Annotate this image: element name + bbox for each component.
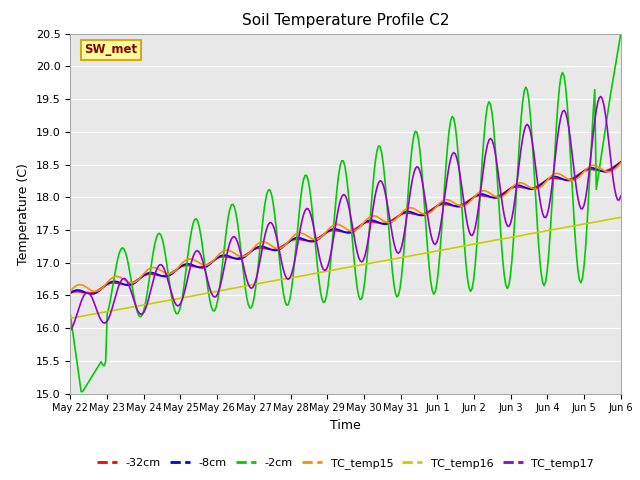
- TC_temp16: [617, 215, 625, 220]
- -2cm: [77, 389, 85, 395]
- TC_temp16: [134, 303, 141, 309]
- Y-axis label: Temperature (C): Temperature (C): [17, 163, 30, 264]
- TC_temp17: [134, 308, 141, 314]
- TC_temp15: [232, 252, 240, 257]
- -32cm: [67, 290, 74, 296]
- TC_temp16: [307, 271, 315, 277]
- -2cm: [588, 136, 595, 142]
- -8cm: [88, 291, 96, 297]
- -32cm: [85, 290, 93, 296]
- TC_temp17: [307, 213, 315, 218]
- -8cm: [617, 159, 625, 165]
- -2cm: [232, 211, 240, 216]
- TC_temp16: [230, 285, 238, 291]
- -2cm: [260, 211, 268, 217]
- TC_temp17: [249, 285, 257, 290]
- -32cm: [308, 238, 316, 243]
- TC_temp15: [67, 288, 74, 294]
- -8cm: [136, 276, 143, 282]
- Line: TC_temp17: TC_temp17: [70, 96, 621, 330]
- TC_temp15: [260, 239, 268, 245]
- -2cm: [250, 293, 258, 299]
- -32cm: [232, 255, 240, 261]
- Legend: -32cm, -8cm, -2cm, TC_temp15, TC_temp16, TC_temp17: -32cm, -8cm, -2cm, TC_temp15, TC_temp16,…: [93, 453, 598, 473]
- TC_temp15: [136, 276, 143, 281]
- TC_temp17: [67, 327, 74, 333]
- Line: TC_temp16: TC_temp16: [70, 217, 621, 318]
- -32cm: [617, 159, 625, 165]
- Line: -32cm: -32cm: [70, 162, 621, 293]
- -8cm: [250, 246, 258, 252]
- TC_temp15: [308, 236, 316, 242]
- TC_temp15: [250, 244, 258, 250]
- Line: TC_temp15: TC_temp15: [70, 163, 621, 291]
- X-axis label: Time: Time: [330, 419, 361, 432]
- -8cm: [260, 244, 268, 250]
- Title: Soil Temperature Profile C2: Soil Temperature Profile C2: [242, 13, 449, 28]
- -2cm: [67, 312, 74, 318]
- -32cm: [588, 167, 595, 172]
- -8cm: [588, 165, 595, 171]
- TC_temp16: [249, 282, 257, 288]
- TC_temp17: [617, 193, 625, 199]
- -32cm: [250, 246, 258, 252]
- TC_temp16: [258, 280, 266, 286]
- Line: -2cm: -2cm: [70, 34, 621, 392]
- Text: SW_met: SW_met: [84, 43, 138, 56]
- -32cm: [136, 276, 143, 281]
- -8cm: [308, 239, 316, 244]
- -32cm: [260, 245, 268, 251]
- -8cm: [232, 256, 240, 262]
- TC_temp17: [597, 94, 605, 99]
- -2cm: [136, 313, 143, 319]
- TC_temp17: [230, 234, 238, 240]
- TC_temp15: [588, 163, 595, 168]
- TC_temp16: [67, 315, 74, 321]
- TC_temp15: [617, 160, 625, 166]
- TC_temp17: [586, 160, 594, 166]
- -2cm: [308, 212, 316, 217]
- -8cm: [67, 290, 74, 296]
- Line: -8cm: -8cm: [70, 162, 621, 294]
- TC_temp15: [91, 288, 99, 294]
- TC_temp16: [586, 220, 594, 226]
- -2cm: [617, 31, 625, 36]
- TC_temp17: [258, 247, 266, 252]
